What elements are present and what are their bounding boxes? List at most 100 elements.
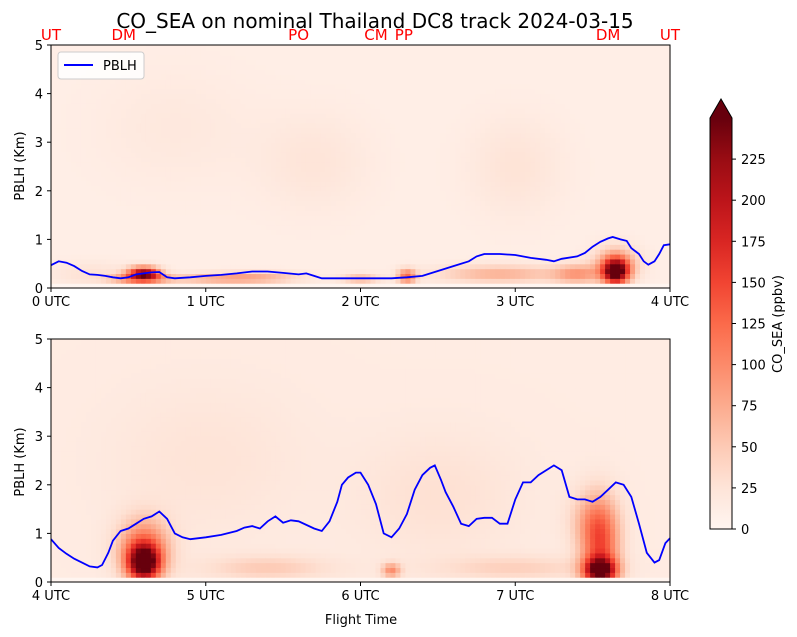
heatmap-cell bbox=[495, 190, 501, 197]
heatmap-cell bbox=[325, 181, 332, 187]
heatmap-cell bbox=[395, 185, 402, 192]
heatmap-cell bbox=[410, 239, 417, 245]
heatmap-cell bbox=[515, 45, 521, 51]
heatmap-cell bbox=[505, 64, 511, 70]
heatmap-cell bbox=[545, 263, 551, 270]
heatmap-cell bbox=[175, 278, 182, 284]
heatmap-cell bbox=[285, 64, 292, 70]
heatmap-cell bbox=[120, 88, 127, 95]
heatmap-cell bbox=[440, 258, 446, 265]
heatmap-cell bbox=[515, 166, 521, 172]
heatmap-cell bbox=[485, 268, 491, 275]
heatmap-cell bbox=[475, 142, 481, 148]
heatmap-cell bbox=[55, 215, 62, 221]
heatmap-cell bbox=[510, 161, 516, 168]
heatmap-cell bbox=[495, 49, 501, 56]
heatmap-cell bbox=[250, 69, 257, 75]
heatmap-cell bbox=[440, 200, 446, 206]
heatmap-cell bbox=[100, 176, 107, 182]
heatmap-cell bbox=[165, 210, 172, 216]
heatmap-cell bbox=[185, 69, 192, 75]
heatmap-cell bbox=[65, 93, 72, 100]
heatmap-cell bbox=[230, 98, 237, 104]
heatmap-cell bbox=[410, 74, 417, 80]
heatmap-cell bbox=[185, 147, 192, 153]
heatmap-cell bbox=[360, 278, 367, 284]
heatmap-cell bbox=[505, 103, 511, 109]
heatmap-cell bbox=[235, 98, 242, 104]
heatmap-cell bbox=[145, 127, 152, 134]
heatmap-cell bbox=[440, 239, 446, 245]
heatmap-cell bbox=[60, 98, 67, 104]
heatmap-cell bbox=[425, 181, 431, 187]
heatmap-cell bbox=[500, 229, 506, 236]
heatmap-cell bbox=[265, 181, 272, 187]
heatmap-cell bbox=[465, 210, 471, 216]
heatmap-cell bbox=[230, 113, 237, 119]
heatmap-cell bbox=[540, 258, 546, 265]
heatmap-cell bbox=[80, 224, 87, 231]
heatmap-cell bbox=[150, 200, 157, 206]
heatmap-cell bbox=[210, 54, 217, 61]
heatmap-cell bbox=[475, 234, 481, 240]
heatmap-cell bbox=[270, 161, 277, 168]
heatmap-cell bbox=[51, 268, 57, 275]
heatmap-cell bbox=[115, 137, 122, 143]
heatmap-cell bbox=[135, 156, 142, 163]
heatmap-cell bbox=[305, 151, 312, 158]
heatmap-cell bbox=[105, 137, 112, 143]
heatmap-cell bbox=[470, 45, 476, 51]
heatmap-cell bbox=[450, 64, 456, 70]
heatmap-cell bbox=[145, 54, 152, 61]
heatmap-cell bbox=[440, 249, 446, 255]
heatmap-cell bbox=[160, 181, 167, 187]
heatmap-cell bbox=[505, 195, 511, 202]
heatmap-cell bbox=[285, 113, 292, 119]
heatmap-cell bbox=[320, 239, 327, 245]
heatmap-cell bbox=[545, 147, 551, 153]
heatmap-cell bbox=[345, 166, 352, 172]
heatmap-cell bbox=[190, 142, 197, 148]
heatmap-cell bbox=[345, 117, 352, 124]
heatmap-cell bbox=[535, 142, 541, 148]
heatmap-cell bbox=[465, 122, 471, 129]
heatmap-cell bbox=[335, 171, 342, 177]
heatmap-cell bbox=[395, 219, 402, 226]
heatmap-cell bbox=[525, 88, 531, 95]
heatmap-cell bbox=[55, 161, 62, 168]
heatmap-cell bbox=[160, 171, 167, 177]
heatmap-cell bbox=[505, 142, 511, 148]
heatmap-cell bbox=[210, 161, 217, 168]
heatmap-cell bbox=[510, 156, 516, 163]
heatmap-cell bbox=[510, 127, 516, 134]
heatmap-cell bbox=[105, 79, 112, 85]
heatmap-cell bbox=[165, 263, 172, 270]
heatmap-cell bbox=[395, 190, 402, 197]
heatmap-cell bbox=[500, 45, 506, 51]
heatmap-cell bbox=[390, 132, 397, 138]
heatmap-cell bbox=[170, 64, 177, 70]
heatmap-cell bbox=[65, 219, 72, 226]
heatmap-cell bbox=[345, 93, 352, 100]
heatmap-cell bbox=[295, 205, 302, 211]
heatmap-cell bbox=[515, 239, 521, 245]
heatmap-cell bbox=[100, 98, 107, 104]
heatmap-cell bbox=[380, 83, 387, 90]
heatmap-cell bbox=[495, 88, 501, 95]
heatmap-cell bbox=[210, 200, 217, 206]
heatmap-cell bbox=[510, 258, 516, 265]
heatmap-cell bbox=[185, 54, 192, 61]
heatmap-cell bbox=[275, 200, 282, 206]
heatmap-cell bbox=[195, 45, 202, 51]
heatmap-cell bbox=[145, 93, 152, 100]
heatmap-cell bbox=[365, 263, 372, 270]
heatmap-cell bbox=[440, 210, 446, 216]
heatmap-cell bbox=[140, 151, 147, 158]
heatmap-cell bbox=[450, 117, 456, 124]
heatmap-cell bbox=[100, 156, 107, 163]
heatmap-cell bbox=[520, 103, 526, 109]
heatmap-cell bbox=[530, 273, 536, 279]
heatmap-cell bbox=[325, 229, 332, 236]
heatmap-cell bbox=[315, 88, 322, 95]
heatmap-cell bbox=[250, 185, 257, 192]
